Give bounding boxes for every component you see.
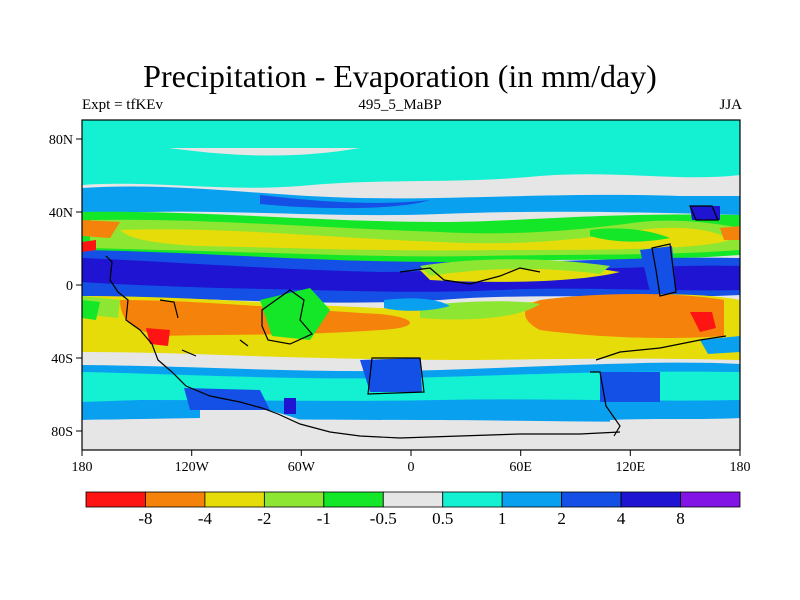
colorbar-label: -4 [197, 509, 212, 528]
y-tick-label: 0 [66, 279, 73, 294]
colorbar-swatch [680, 491, 741, 508]
colorbar-swatch [501, 491, 563, 508]
x-tick-label: 120E [616, 460, 646, 475]
colorbar-swatch [263, 491, 325, 508]
colorbar-swatch [85, 491, 146, 508]
colorbar-swatch [442, 491, 503, 508]
y-tick-label: 80S [51, 425, 73, 440]
x-tick-label: 0 [408, 460, 415, 475]
colorbar-label: -8 [138, 509, 153, 528]
chart-title: Precipitation - Evaporation (in mm/day) [143, 58, 657, 94]
colorbar-label: -2 [257, 509, 272, 528]
x-tick-label: 120W [175, 460, 210, 475]
colorbar-label: -0.5 [369, 509, 397, 528]
colorbar-label: 0.5 [432, 509, 454, 528]
y-tick-label: 40N [49, 206, 73, 221]
colorbar-label: -1 [316, 509, 331, 528]
colorbar-swatch [204, 491, 265, 508]
colorbar-swatch [145, 491, 206, 508]
colorbar-label: 1 [497, 509, 507, 528]
x-tick-label: 180 [730, 460, 751, 475]
tick-marks [76, 138, 741, 456]
run-label: 495_5_MaBP [358, 97, 442, 113]
x-tick-label: 60W [288, 460, 316, 475]
colorbar-swatch [382, 491, 444, 508]
colorbar-label: 4 [616, 509, 626, 528]
colorbar-label: 2 [557, 509, 566, 528]
colorbar-swatch [323, 491, 384, 508]
y-axis-labels: 80N 40N 0 40S 80S [49, 133, 73, 440]
coastlines [105, 205, 727, 439]
colorbar [85, 491, 741, 508]
colorbar-swatch [561, 491, 622, 508]
colorbar-swatch [620, 491, 681, 508]
x-tick-label: 60E [509, 460, 532, 475]
experiment-label: Expt = tfKEv [82, 97, 163, 113]
map-field [82, 120, 740, 450]
season-label: JJA [719, 97, 742, 113]
y-tick-label: 80N [49, 133, 73, 148]
x-axis-labels: 180 120W 60W 0 60E 120E 180 [72, 460, 751, 475]
y-tick-label: 40S [51, 352, 73, 367]
colorbar-label: 8 [676, 509, 685, 528]
x-tick-label: 180 [72, 460, 93, 475]
